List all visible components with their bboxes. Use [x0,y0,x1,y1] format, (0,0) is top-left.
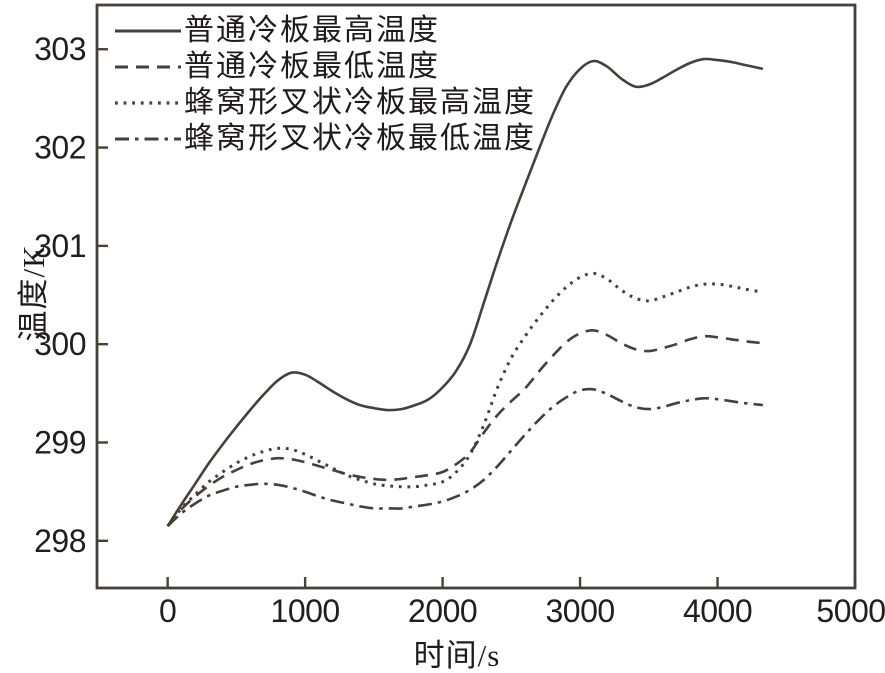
x-tick-label: 1000 [271,593,340,629]
x-tick-label: 4000 [683,593,752,629]
legend-label-plain-plate-min: 普通冷板最低温度 [184,50,440,83]
legend-item-plain-plate-min: 普通冷板最低温度 [112,49,536,85]
legend-line-dashed-icon [115,65,181,69]
legend-item-honeycomb-plate-max: 蜂窝形叉状冷板最高温度 [112,85,536,121]
y-tick-label: 303 [34,31,86,67]
series-line-3-dashdot [166,387,764,528]
legend-line-solid-icon [115,29,181,33]
series-line-2-dotted [166,271,764,527]
y-tick-label: 302 [34,130,86,166]
legend-line-dotted-icon [115,101,181,105]
series-line-0-solid [166,57,764,527]
x-axis-title: 时间/s [413,638,501,673]
y-tick-label: 298 [34,523,86,559]
y-tick-label: 301 [34,228,86,264]
legend-label-honeycomb-plate-min: 蜂窝形叉状冷板最低温度 [184,122,536,155]
series-line-1-dashed [166,329,764,527]
legend-line-dashdot-icon [115,137,181,141]
x-tick-label: 5000 [816,593,885,629]
legend-label-honeycomb-plate-max: 蜂窝形叉状冷板最高温度 [184,86,536,119]
y-axis-title: 温度/K [15,244,51,342]
plot-border [95,3,857,590]
legend-label-plain-plate-max: 普通冷板最高温度 [184,14,440,47]
legend-item-honeycomb-plate-min: 蜂窝形叉状冷板最低温度 [112,121,536,157]
x-tick-label: 0 [159,593,176,629]
y-tick-label: 300 [34,326,86,362]
legend-item-plain-plate-max: 普通冷板最高温度 [112,13,536,49]
chart-legend: 普通冷板最高温度 普通冷板最低温度 蜂窝形叉状冷板最高温度 蜂窝形叉状冷板最低温… [112,13,536,157]
y-tick-label: 299 [34,424,86,460]
x-tick-label: 2000 [408,593,477,629]
x-tick-label: 3000 [545,593,614,629]
